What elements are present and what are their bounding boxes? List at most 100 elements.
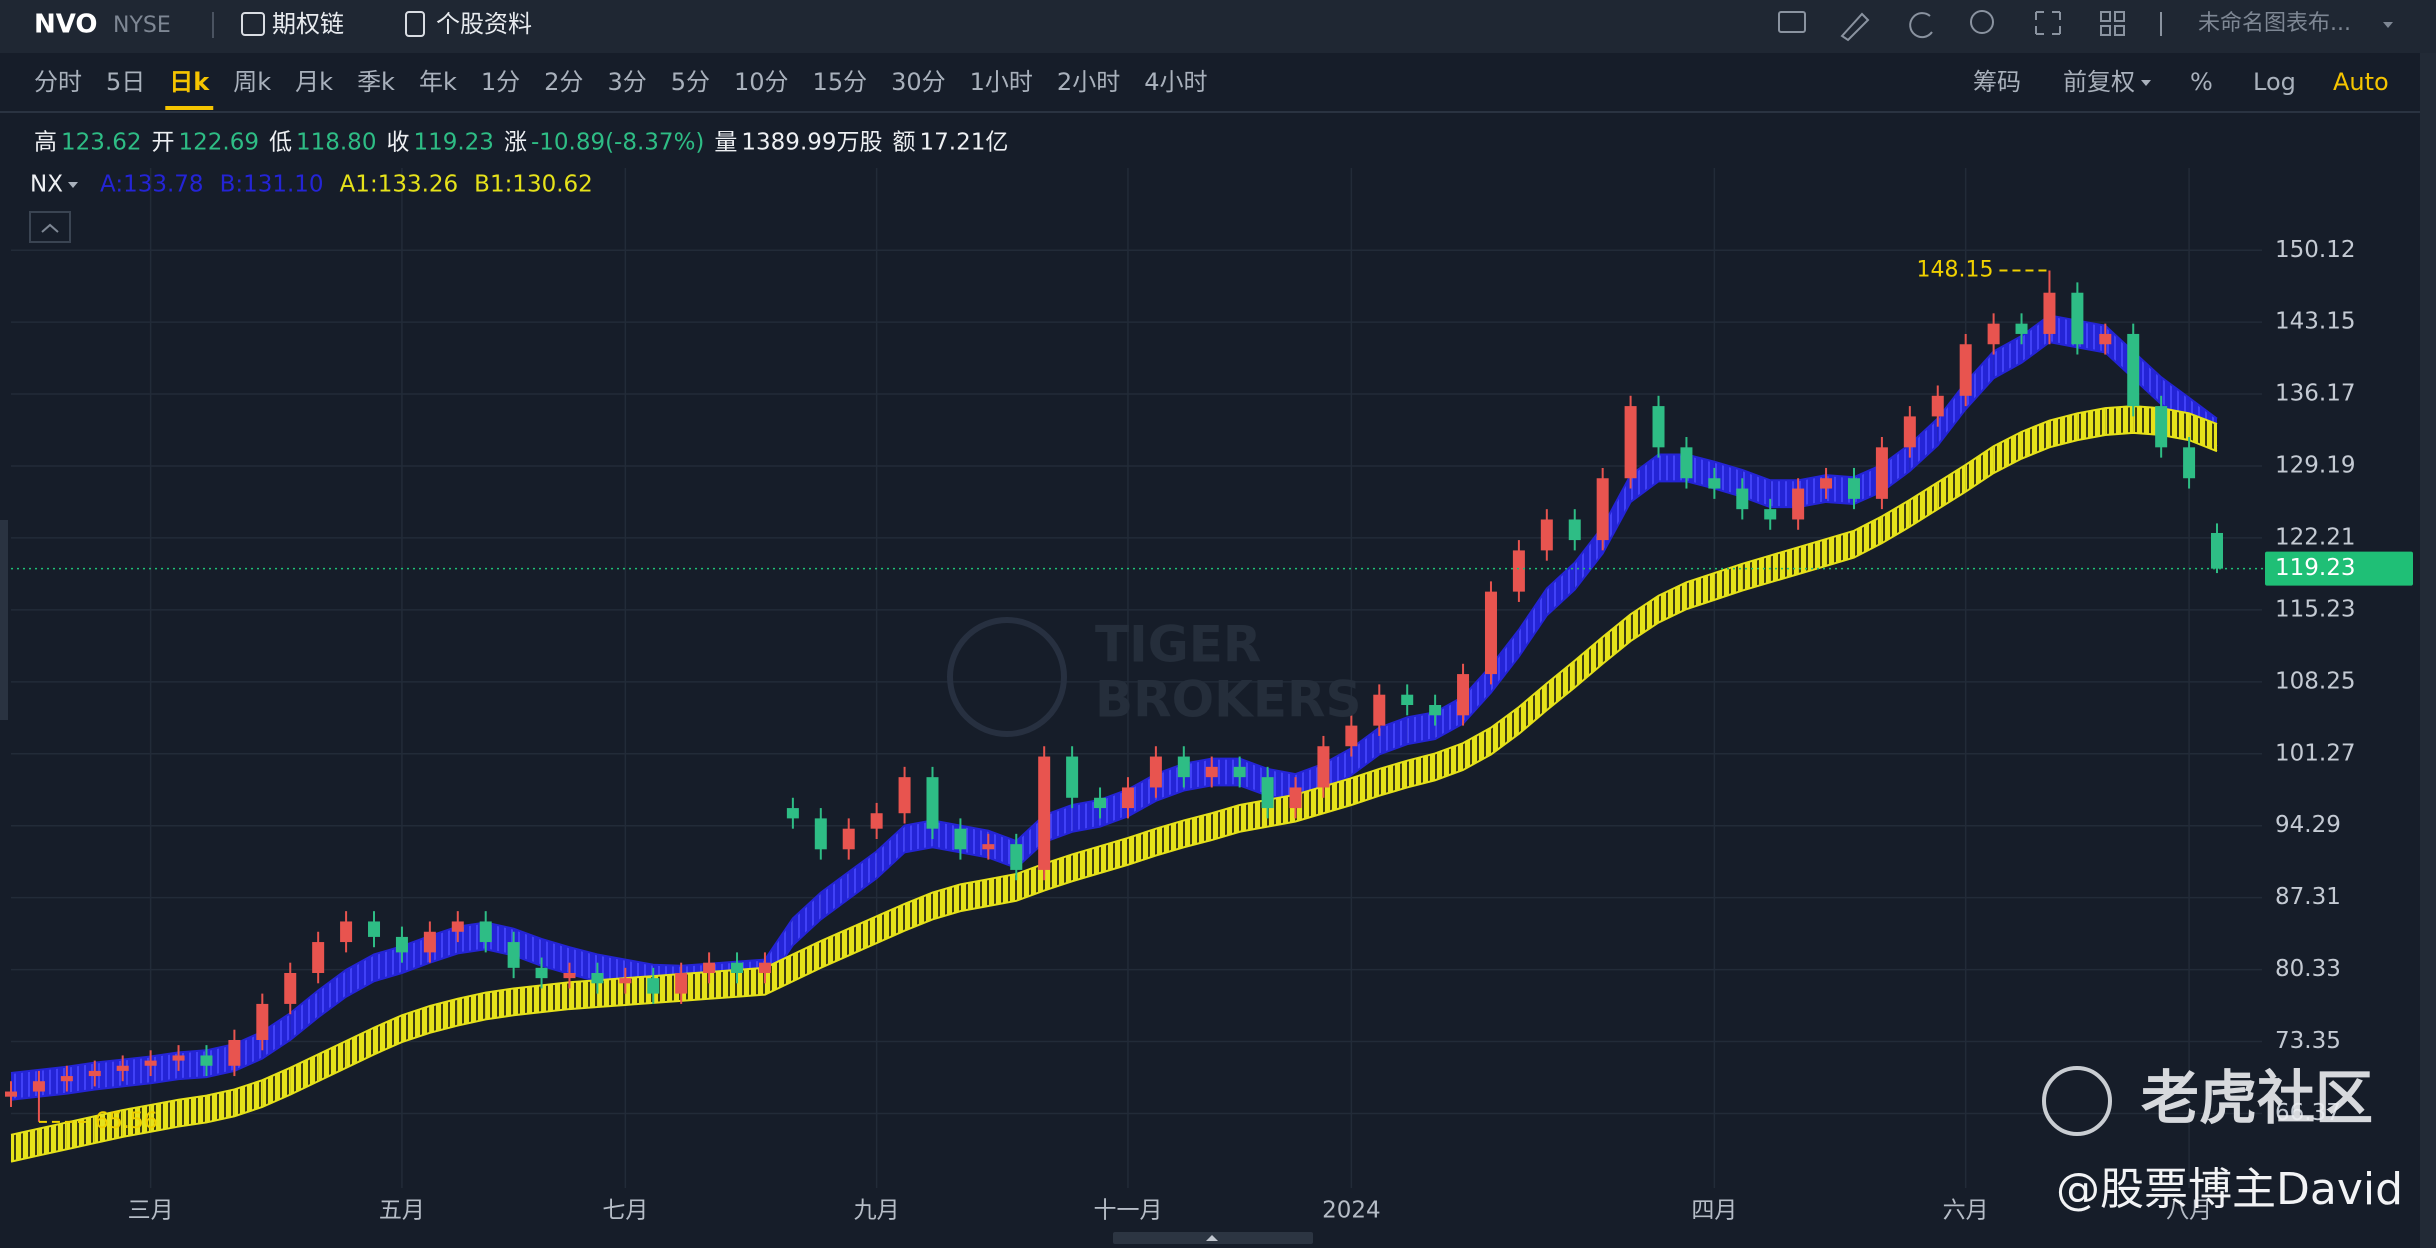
active-underline: [165, 106, 214, 110]
period-tab[interactable]: 2分: [544, 68, 583, 96]
icon[interactable]: [1909, 12, 1933, 39]
period-tab[interactable]: 1分: [481, 68, 520, 96]
candle-body: [814, 818, 827, 850]
x-tick-label: 六月: [1943, 1198, 1989, 1224]
period-tab[interactable]: 15分: [813, 68, 868, 96]
candle-body: [1652, 406, 1665, 448]
candle-body: [200, 1055, 213, 1066]
band-segment: [1379, 760, 1408, 796]
candle-body: [1931, 395, 1944, 417]
band-segment: [1183, 813, 1212, 848]
band-segment: [2161, 408, 2190, 441]
band-segment: [2105, 406, 2134, 435]
quote-value: -10.89(-8.37%): [531, 130, 704, 156]
option[interactable]: Auto: [2333, 68, 2389, 96]
option[interactable]: 筹码: [1973, 68, 2021, 96]
band-segment: [1630, 595, 1659, 642]
icon[interactable]: [2035, 11, 2061, 35]
band-segment: [150, 1099, 179, 1132]
toolbar-icons: [1778, 10, 2162, 42]
y-tick-label: 115.23: [2275, 596, 2355, 622]
band-segment: [1826, 475, 1854, 505]
candle-body: [1066, 756, 1079, 798]
candle-body: [535, 967, 548, 979]
period-tab[interactable]: 5日: [106, 68, 145, 96]
band-segment: [1686, 573, 1715, 610]
y-tick-label: 143.15: [2275, 309, 2355, 335]
band-segment: [2189, 413, 2217, 452]
candle-body: [32, 1081, 45, 1092]
collapse-button[interactable]: [29, 211, 71, 243]
candle-body: [2183, 447, 2196, 479]
icon[interactable]: [1840, 12, 1870, 42]
band-segment: [2133, 351, 2162, 405]
quote-label: 收: [386, 130, 409, 156]
candle-body: [1289, 787, 1302, 809]
band-segment: [932, 884, 961, 920]
band-segment: [1714, 461, 1743, 497]
period-tab[interactable]: 季k: [357, 68, 395, 96]
candle-body: [675, 972, 688, 994]
band-segment: [122, 1056, 151, 1087]
candle-body: [1820, 478, 1833, 489]
period-tab[interactable]: 分时: [34, 68, 82, 96]
band-segment: [792, 892, 821, 946]
period-tab[interactable]: 周k: [233, 68, 271, 96]
min-label: 65.56: [95, 1109, 158, 1134]
option[interactable]: 前复权: [2063, 68, 2135, 96]
left-handle[interactable]: [0, 520, 8, 720]
band-segment: [2049, 413, 2078, 448]
period-tab[interactable]: 日k: [169, 68, 210, 96]
period-tab[interactable]: 1小时: [970, 68, 1033, 96]
band-segment: [1183, 758, 1212, 791]
period-tab[interactable]: 3分: [607, 68, 646, 96]
y-tick-label: 80.33: [2275, 956, 2341, 982]
period-tab[interactable]: 2小时: [1057, 68, 1120, 96]
band-segment: [792, 941, 821, 982]
candle-body: [1959, 344, 1972, 396]
band-segment: [318, 1041, 347, 1082]
icon[interactable]: [1778, 11, 1806, 33]
period-tab[interactable]: 年k: [419, 68, 457, 96]
band-edge: [10, 405, 2218, 1136]
band-segment: [1518, 588, 1547, 657]
period-tab[interactable]: 10分: [734, 68, 789, 96]
candle-body: [228, 1039, 241, 1066]
option[interactable]: Log: [2253, 68, 2296, 96]
y-tick-label: 87.31: [2275, 884, 2341, 910]
band-segment: [206, 1089, 235, 1123]
band-segment: [988, 830, 1017, 868]
watermark-text: TIGER: [1095, 616, 1261, 674]
candle-body: [1121, 787, 1134, 809]
band-segment: [848, 851, 877, 899]
band-segment: [1881, 499, 1910, 544]
icon[interactable]: [2100, 11, 2125, 36]
quote-label: 高: [34, 130, 57, 156]
link[interactable]: 个股资料: [436, 10, 532, 38]
link[interactable]: 期权链: [272, 10, 344, 38]
y-tick-label: 122.21: [2275, 524, 2355, 550]
period-tab[interactable]: 30分: [891, 68, 946, 96]
layout-name[interactable]: 未命名图表布...: [2198, 11, 2351, 36]
band-segment: [1072, 799, 1101, 832]
band-segment: [1407, 753, 1436, 788]
indicator-name[interactable]: NX: [30, 172, 63, 198]
band-segment: [1100, 837, 1128, 874]
candle-body: [88, 1070, 101, 1077]
icon[interactable]: [1970, 10, 1994, 34]
band-segment: [1770, 480, 1799, 508]
candle-body: [647, 978, 660, 994]
x-tick-label: 三月: [128, 1198, 174, 1224]
band-segment: [1490, 707, 1519, 755]
period-tab[interactable]: 4小时: [1144, 68, 1207, 96]
period-tab[interactable]: 月k: [295, 68, 333, 96]
period-tab[interactable]: 5分: [671, 68, 710, 96]
y-tick-label: 150.12: [2275, 237, 2355, 263]
candle-body: [340, 921, 353, 943]
option[interactable]: %: [2190, 68, 2213, 96]
band-segment: [1630, 454, 1659, 502]
band-segment: [1686, 454, 1715, 489]
band-segment: [1937, 464, 1966, 510]
candle-body: [731, 962, 744, 973]
